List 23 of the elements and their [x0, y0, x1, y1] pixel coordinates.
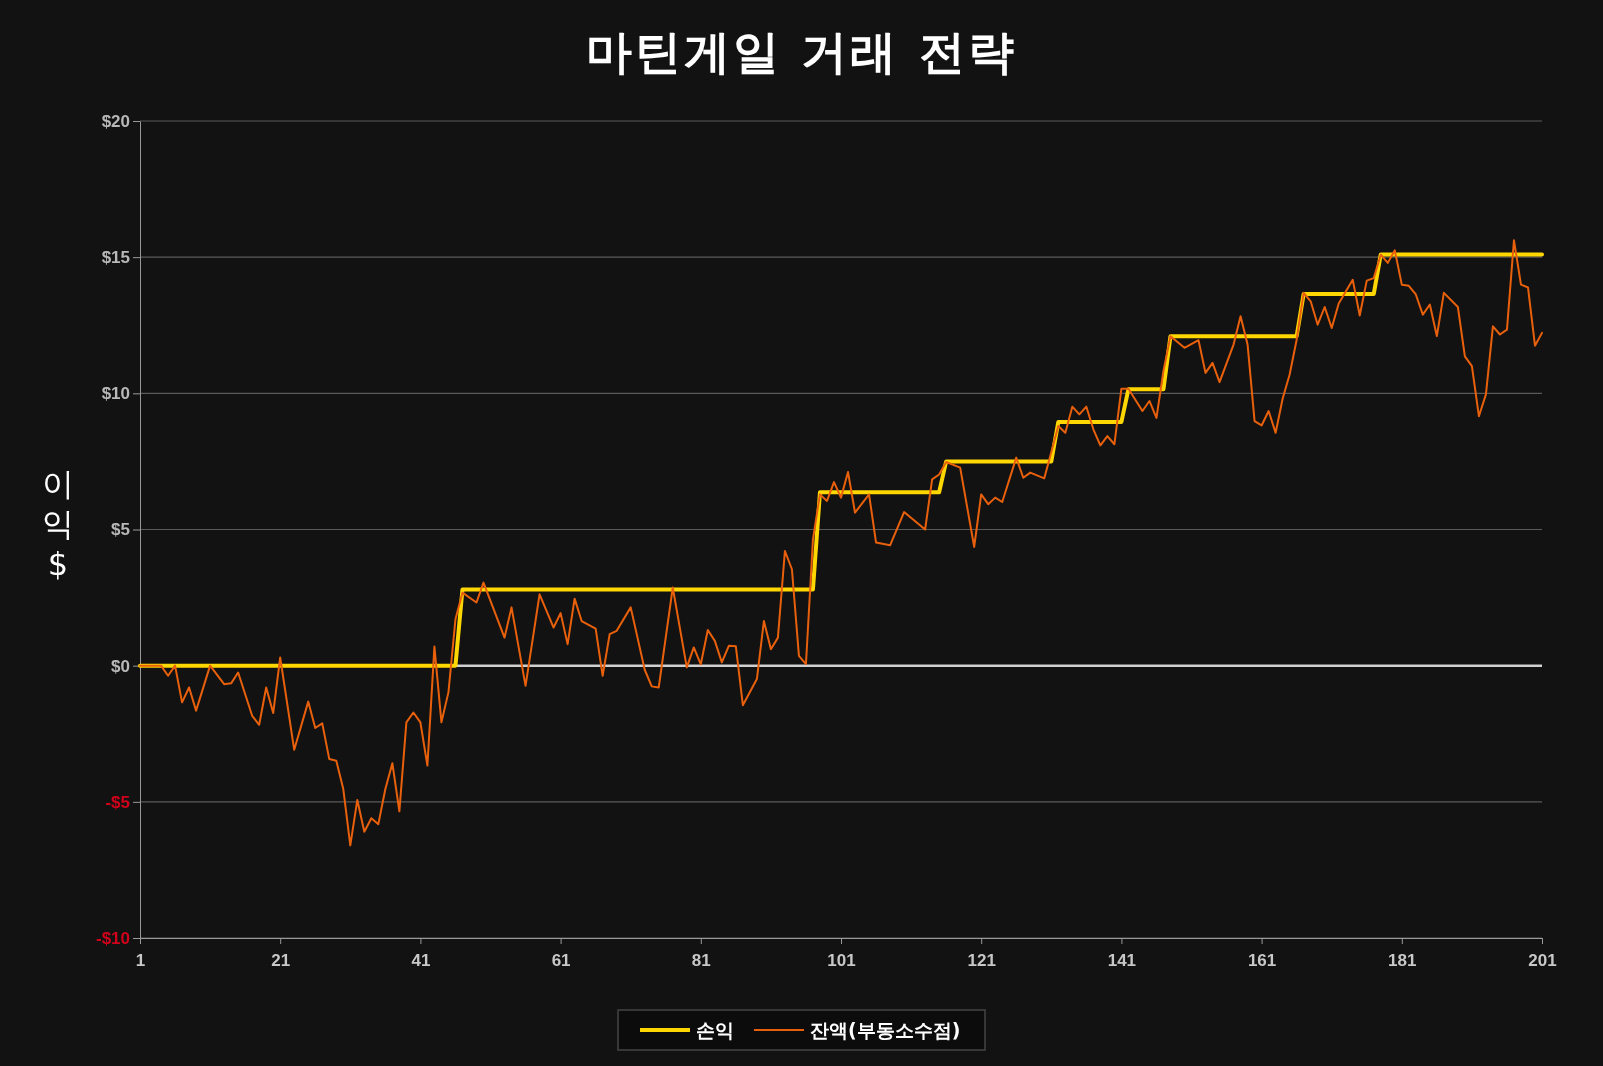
x-tick-label: 141	[1107, 951, 1137, 971]
chart-title: 마틴게일 거래 전략	[586, 25, 1017, 79]
y-axis-title: 이익 $	[42, 465, 74, 583]
x-tick-label: 121	[967, 951, 996, 971]
y-tick-label: $20	[101, 111, 130, 131]
y-tick-label: $15	[101, 248, 130, 268]
x-tick-label: 21	[271, 951, 291, 971]
x-tick-label: 181	[1388, 951, 1417, 971]
x-tick-label: 61	[551, 951, 571, 971]
y-tick-label: $5	[111, 520, 130, 540]
y-tick-label: -$10	[95, 928, 130, 948]
x-tick-label: 201	[1528, 951, 1557, 971]
x-tick-label: 161	[1247, 951, 1277, 971]
legend-label: 잔액(부동소수점)	[810, 1019, 961, 1041]
y-tick-label: -$5	[105, 792, 130, 812]
x-tick-label: 81	[691, 951, 711, 971]
legend-label: 손익	[696, 1019, 734, 1041]
line-series	[139, 239, 1543, 847]
x-tick-label: 41	[411, 951, 431, 971]
x-tick-label: 1	[135, 951, 146, 971]
x-tick-label: 101	[827, 951, 856, 971]
y-tick-label: $10	[101, 384, 130, 404]
y-tick-label: $0	[111, 656, 130, 676]
